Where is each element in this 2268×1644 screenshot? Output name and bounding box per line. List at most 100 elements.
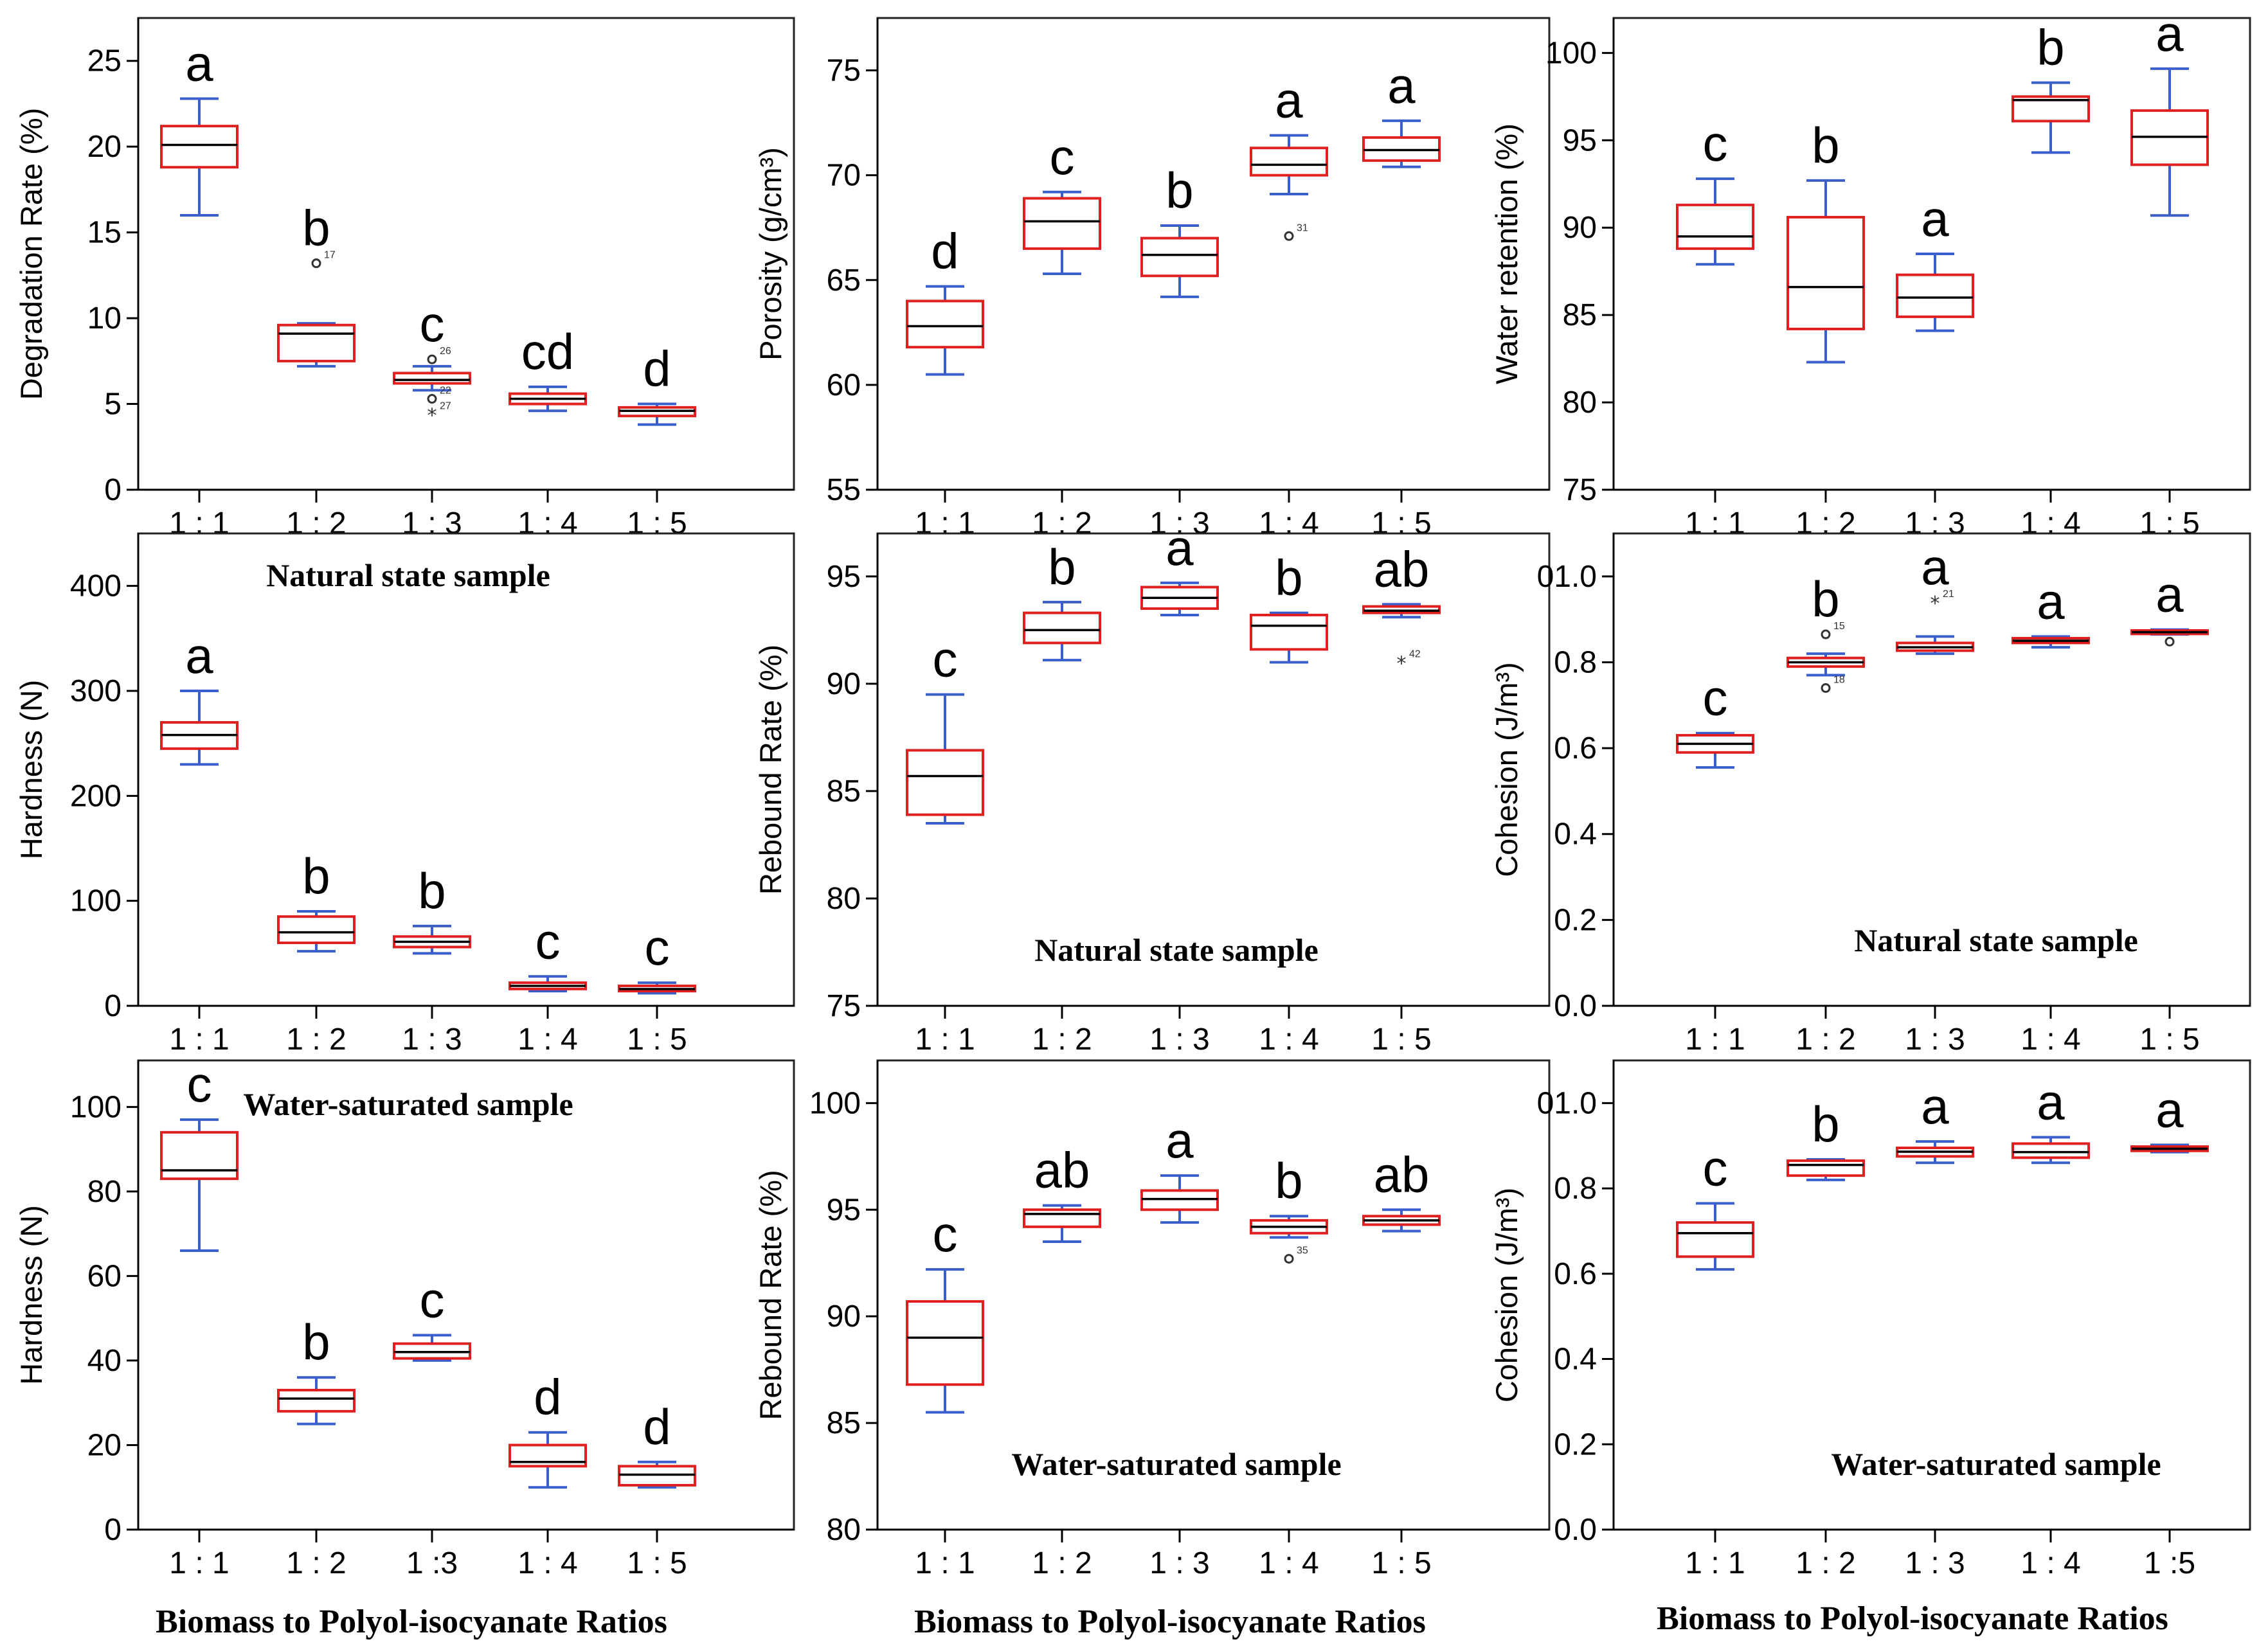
outlier-label: 35 <box>1297 1246 1308 1256</box>
significance-letter: d <box>931 223 959 280</box>
y-tick-label: 100 <box>70 1090 122 1124</box>
y-tick-label: 55 <box>827 473 861 507</box>
x-tick-label: 1 : 5 <box>2139 1023 2199 1057</box>
box <box>1023 611 1101 645</box>
outlier-circle <box>1284 231 1294 241</box>
significance-letter: c <box>1703 1139 1728 1196</box>
x-tick-label: 1 : 4 <box>518 1546 577 1580</box>
y-tick-label: 0.8 <box>1554 1172 1597 1206</box>
significance-letter: a <box>185 627 213 684</box>
x-tick-label: 1 : 3 <box>1149 1546 1209 1580</box>
x-tick-label: 1 : 3 <box>1149 1023 1209 1057</box>
x-tick-label: 1 : 3 <box>1905 1023 1965 1057</box>
x-tick-label: 1 : 2 <box>1796 1546 1855 1580</box>
y-tick-label: 85 <box>1563 298 1597 332</box>
x-tick-label: 1 : 1 <box>1685 1546 1745 1580</box>
significance-letter: ab <box>1374 541 1430 597</box>
y-axis-label: Cohesion (J/m³) <box>1490 662 1524 877</box>
significance-letter: b <box>2037 19 2064 76</box>
chart-panel-7: 0 20 40 60 80 100 Hardness (N) 1 : 1 c 1 : 2 b 1 :3… <box>14 1056 795 1580</box>
y-tick-label: 80 <box>827 882 861 916</box>
x-tick-label: 1 : 4 <box>1259 506 1318 541</box>
significance-letter: b <box>1048 539 1076 595</box>
significance-letter: d <box>643 1398 670 1455</box>
x-tick-label: 1 : 4 <box>1259 1546 1318 1580</box>
y-axis-label: Cohesion (J/m³) <box>1490 1188 1524 1402</box>
x-tick-label: 1 : 3 <box>402 1023 462 1057</box>
x-tick-label: 1 : 2 <box>286 506 346 541</box>
outlier-circle <box>2164 636 2175 647</box>
significance-letter: cd <box>521 323 574 380</box>
y-tick-label: 0.0 <box>1554 1513 1597 1547</box>
box <box>160 1130 239 1181</box>
x-tick-label: 1 : 2 <box>1796 506 1855 541</box>
y-tick-label: 25 <box>87 44 122 78</box>
x-tick-label: 1 : 2 <box>286 1023 346 1057</box>
y-tick-label: 01.0 <box>1537 1086 1597 1120</box>
y-tick-label: 0 <box>104 989 122 1023</box>
plot-frame <box>137 17 795 491</box>
y-tick-label: 60 <box>827 368 861 402</box>
y-tick-label: 85 <box>827 1406 861 1440</box>
y-tick-label: 90 <box>827 1300 861 1334</box>
x-tick-label: 1 : 4 <box>2021 506 2080 541</box>
box <box>160 125 239 169</box>
outlier-label: 31 <box>1297 222 1308 233</box>
y-tick-label: 300 <box>70 674 122 708</box>
x-tick-label: 1 : 5 <box>1371 506 1431 541</box>
x-tick-label: 1 : 5 <box>627 506 687 541</box>
outlier-circle <box>1821 683 1831 693</box>
x-tick-label: 1 : 1 <box>169 1023 229 1057</box>
y-tick-label: 70 <box>827 159 861 193</box>
chart-panel-4: 0 100 200 300 400 Hardness (N) 1 : 1 a 1 : 2 b 1 :… <box>14 532 795 1057</box>
x-tick-label: 1 : 4 <box>2021 1023 2080 1057</box>
significance-letter: ab <box>1034 1142 1090 1199</box>
chart-panel-6: 0.0 0.2 0.4 0.6 0.8 01.0 Cohesion (J/m³) 1 : 1 c… <box>1490 532 2251 1057</box>
outlier-label: 42 <box>1409 648 1421 659</box>
x-tick-label: 1 : 1 <box>1685 1023 1745 1057</box>
y-tick-label: 100 <box>809 1086 861 1120</box>
y-tick-label: 0.6 <box>1554 1257 1597 1291</box>
significance-letter: b <box>1275 1152 1302 1209</box>
significance-letter: c <box>933 1206 958 1262</box>
y-tick-label: 20 <box>87 130 122 164</box>
outlier-label: 22 <box>440 386 451 397</box>
y-axis-label: Hardness (N) <box>14 680 48 859</box>
significance-letter: a <box>1387 57 1416 114</box>
x-tick-label: 1 : 3 <box>1905 506 1965 541</box>
box <box>1140 237 1219 278</box>
box <box>1023 1208 1101 1228</box>
panel-caption: Natural state sample <box>1854 922 2138 958</box>
box <box>1787 215 1865 330</box>
significance-letter: a <box>2156 566 2184 623</box>
outlier-label: 27 <box>440 401 451 412</box>
x-tick-label: 1 : 4 <box>2021 1546 2080 1580</box>
panel-caption: Natural state sample <box>1034 932 1318 968</box>
x-axis-title-col1: Biomass to Polyol-isocyanate Ratios <box>156 1604 667 1640</box>
y-tick-label: 0 <box>104 473 122 507</box>
outlier-label: 26 <box>440 346 451 357</box>
significance-letter: d <box>643 341 670 397</box>
significance-letter: a <box>2156 5 2184 62</box>
y-tick-label: 100 <box>70 884 122 918</box>
y-tick-label: 0.6 <box>1554 731 1597 765</box>
x-tick-label: 1 : 2 <box>1032 1546 1092 1580</box>
significance-letter: b <box>1166 162 1193 219</box>
y-tick-label: 80 <box>827 1513 861 1547</box>
outlier-star: * <box>428 405 437 427</box>
box <box>277 915 356 944</box>
significance-letter: c <box>536 913 561 969</box>
box <box>1250 613 1328 651</box>
plot-frame <box>137 1059 795 1531</box>
significance-letter: a <box>1921 190 1949 247</box>
panel-caption: Water-saturated sample <box>243 1086 573 1122</box>
x-tick-label: 1 : 2 <box>1032 1023 1092 1057</box>
outlier-circle <box>1821 629 1831 639</box>
y-axis-label: Porosity (g/cm³) <box>753 147 788 361</box>
x-tick-label: 1 : 1 <box>915 506 975 541</box>
significance-letter: b <box>302 1314 330 1370</box>
x-tick-label: 1 : 1 <box>915 1023 975 1057</box>
x-tick-label: 1 : 4 <box>518 1023 577 1057</box>
